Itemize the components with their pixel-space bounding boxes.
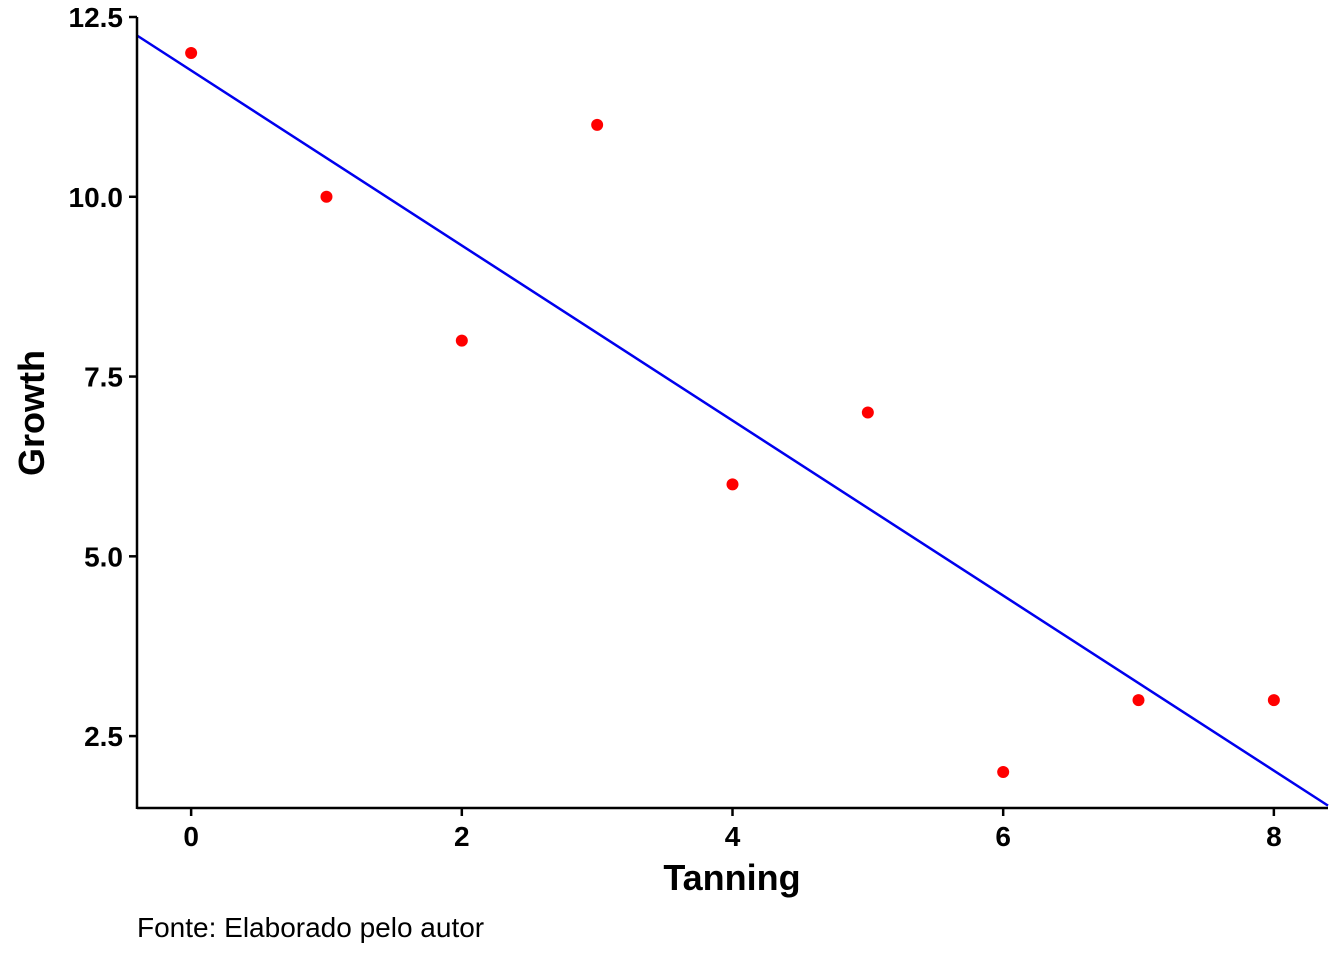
regression-line bbox=[136, 34, 1329, 807]
y-ticks: 2.5 5.0 7.5 10.0 12.5 bbox=[69, 2, 137, 752]
data-point bbox=[861, 406, 874, 419]
y-axis-title: Growth bbox=[11, 350, 52, 476]
y-tick-label: 2.5 bbox=[84, 721, 123, 752]
x-tick-label: 4 bbox=[725, 821, 741, 852]
caption: Fonte: Elaborado pelo autor bbox=[137, 912, 484, 943]
data-point bbox=[997, 766, 1010, 779]
x-tick-label: 8 bbox=[1266, 821, 1282, 852]
x-axis-title: Tanning bbox=[663, 857, 800, 898]
data-point bbox=[1132, 694, 1145, 707]
data-point bbox=[185, 46, 198, 59]
data-point bbox=[1267, 694, 1280, 707]
points-layer bbox=[185, 46, 1280, 779]
y-tick-label: 12.5 bbox=[69, 2, 124, 33]
data-point bbox=[320, 190, 333, 203]
x-tick-label: 6 bbox=[995, 821, 1011, 852]
data-point bbox=[726, 478, 739, 491]
y-tick-label: 5.0 bbox=[84, 541, 123, 572]
x-tick-label: 2 bbox=[454, 821, 470, 852]
data-point bbox=[591, 118, 604, 131]
fit-line-layer bbox=[136, 34, 1329, 807]
x-tick-label: 0 bbox=[183, 821, 199, 852]
y-tick-label: 7.5 bbox=[84, 362, 123, 393]
data-point bbox=[455, 334, 468, 347]
x-ticks: 0 2 4 6 8 bbox=[183, 808, 1282, 852]
y-tick-label: 10.0 bbox=[69, 182, 124, 213]
